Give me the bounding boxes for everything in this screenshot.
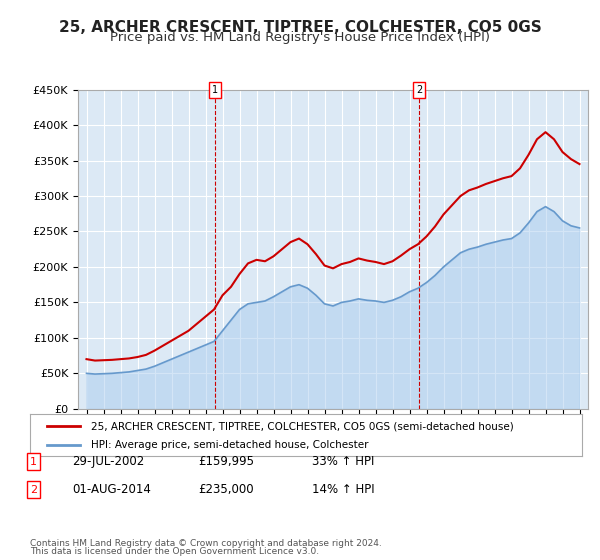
Text: £159,995: £159,995 bbox=[198, 455, 254, 468]
Text: 14% ↑ HPI: 14% ↑ HPI bbox=[312, 483, 374, 496]
Text: 29-JUL-2002: 29-JUL-2002 bbox=[72, 455, 144, 468]
Text: 2: 2 bbox=[416, 85, 422, 95]
Text: 1: 1 bbox=[212, 85, 218, 95]
Text: Contains HM Land Registry data © Crown copyright and database right 2024.: Contains HM Land Registry data © Crown c… bbox=[30, 539, 382, 548]
Text: This data is licensed under the Open Government Licence v3.0.: This data is licensed under the Open Gov… bbox=[30, 548, 319, 557]
Text: HPI: Average price, semi-detached house, Colchester: HPI: Average price, semi-detached house,… bbox=[91, 440, 368, 450]
Text: 01-AUG-2014: 01-AUG-2014 bbox=[72, 483, 151, 496]
Text: £235,000: £235,000 bbox=[198, 483, 254, 496]
Text: 1: 1 bbox=[30, 457, 37, 467]
Text: 33% ↑ HPI: 33% ↑ HPI bbox=[312, 455, 374, 468]
Text: 2: 2 bbox=[30, 485, 37, 495]
Text: 25, ARCHER CRESCENT, TIPTREE, COLCHESTER, CO5 0GS: 25, ARCHER CRESCENT, TIPTREE, COLCHESTER… bbox=[59, 20, 541, 35]
Text: Price paid vs. HM Land Registry's House Price Index (HPI): Price paid vs. HM Land Registry's House … bbox=[110, 31, 490, 44]
Text: 25, ARCHER CRESCENT, TIPTREE, COLCHESTER, CO5 0GS (semi-detached house): 25, ARCHER CRESCENT, TIPTREE, COLCHESTER… bbox=[91, 421, 514, 431]
